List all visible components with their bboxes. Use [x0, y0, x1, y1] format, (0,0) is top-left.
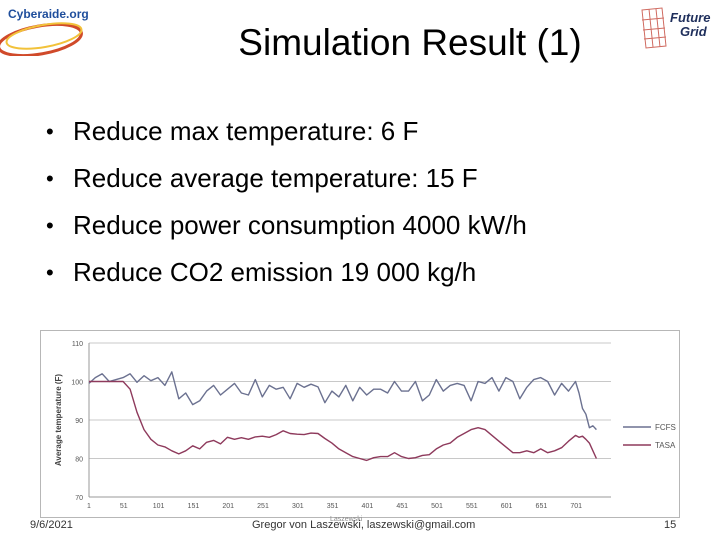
- bullet-item: • Reduce CO2 emission 19 000 kg/h: [40, 249, 527, 296]
- grid-icon: [641, 7, 667, 49]
- x-tick-label: 101: [153, 503, 165, 510]
- legend-label: TASA: [655, 441, 676, 450]
- bullet-item: • Reduce power consumption 4000 kW/h: [40, 202, 527, 249]
- x-tick-label: 301: [292, 503, 304, 510]
- y-axis-label: Average temperature (F): [54, 374, 63, 467]
- footer-date: 9/6/2021: [30, 519, 73, 531]
- bullet-icon: •: [46, 260, 54, 285]
- footer-author: Gregor von Laszewski, laszewski@gmail.co…: [252, 519, 476, 531]
- logo-swoosh-icon: [5, 22, 83, 50]
- footer-faint-text: Laszewski: [330, 516, 363, 523]
- x-tick-label: 1: [87, 503, 91, 510]
- bullet-text: Reduce CO2 emission 19 000 kg/h: [73, 257, 477, 287]
- y-tick-label: 70: [75, 495, 83, 502]
- logo-right-line2: Grid: [680, 24, 708, 39]
- x-tick-label: 601: [501, 503, 513, 510]
- chart-frame: 70 80 90 100 110 1 51 101 151 201 251 301 351 401 451 5…: [40, 330, 680, 518]
- x-tick-label: 501: [431, 503, 443, 510]
- bullet-text: Reduce max temperature: 6 F: [73, 116, 419, 146]
- futuregrid-logo: Future Grid: [641, 7, 710, 49]
- logo-left-text: Cyberaide.org: [8, 7, 89, 21]
- bullet-item: • Reduce max temperature: 6 F: [40, 108, 527, 155]
- series-line-fcfs: [88, 371, 597, 431]
- bullet-icon: •: [46, 213, 54, 238]
- logo-right-line1: Future: [670, 10, 710, 25]
- y-tick-label: 90: [75, 418, 83, 425]
- x-tick-label: 551: [466, 503, 478, 510]
- legend-label: FCFS: [655, 423, 676, 432]
- x-tick-label: 401: [362, 503, 374, 510]
- x-tick-label: 701: [570, 503, 582, 510]
- bullet-list: • Reduce max temperature: 6 F • Reduce ave…: [40, 108, 527, 296]
- y-tick-label: 110: [72, 341, 83, 348]
- y-tick-label: 100: [71, 380, 83, 387]
- x-tick-label: 351: [327, 503, 339, 510]
- series-line-tasa: [89, 380, 598, 462]
- page-number: 15: [664, 519, 677, 531]
- bullet-item: • Reduce average temperature: 15 F: [40, 155, 527, 202]
- x-tick-label: 151: [188, 503, 200, 510]
- cyberaide-logo: Cyberaide.org: [0, 7, 89, 56]
- x-tick-label: 451: [396, 503, 408, 510]
- bullet-icon: •: [46, 119, 54, 144]
- x-tick-label: 651: [536, 503, 548, 510]
- x-tick-label: 51: [120, 503, 128, 510]
- bullet-text: Reduce power consumption 4000 kW/h: [73, 210, 527, 240]
- slide-title: Simulation Result (1): [238, 22, 582, 63]
- bullet-icon: •: [46, 166, 54, 191]
- x-tick-label: 201: [222, 503, 234, 510]
- bullet-text: Reduce average temperature: 15 F: [73, 163, 478, 193]
- y-tick-label: 80: [75, 457, 83, 464]
- x-tick-label: 251: [257, 503, 269, 510]
